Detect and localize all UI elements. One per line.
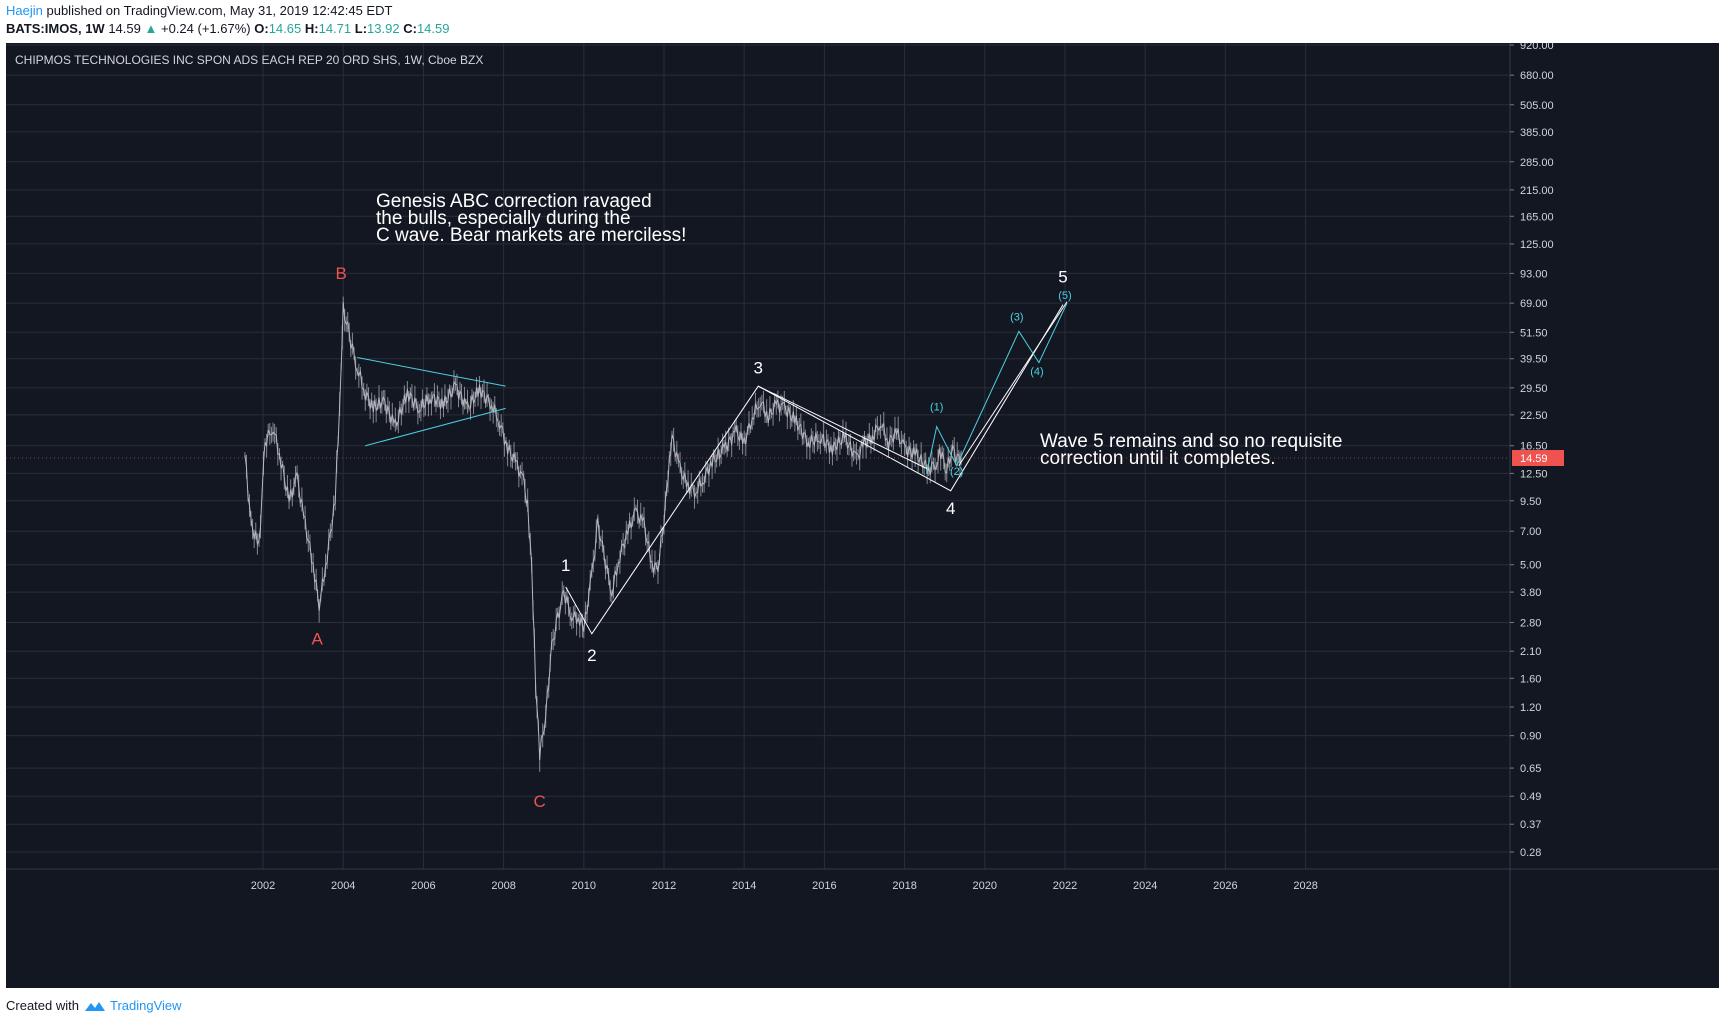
x-tick-label: 2020 — [973, 880, 997, 892]
close-label: C: — [403, 21, 417, 36]
y-tick-label: 0.37 — [1520, 819, 1541, 831]
author-link[interactable]: Haejin — [6, 3, 43, 18]
low-label: L: — [354, 21, 368, 36]
price-change: +0.24 (+1.67%) — [161, 21, 251, 36]
y-tick-label: 285.00 — [1520, 157, 1554, 169]
y-tick-label: 165.00 — [1520, 211, 1554, 223]
wave-label: (1) — [930, 401, 943, 413]
wave-label: (3) — [1010, 311, 1023, 323]
wave-label: B — [336, 264, 347, 283]
wave-label: A — [311, 629, 323, 648]
y-tick-label: 7.00 — [1520, 526, 1541, 538]
x-tick-label: 2014 — [732, 880, 756, 892]
y-tick-label: 385.00 — [1520, 127, 1554, 139]
wave-label: (4) — [1030, 366, 1043, 378]
annotation-line: Wave 5 remains and so no requisite — [1040, 431, 1342, 452]
y-tick-label: 1.20 — [1520, 702, 1541, 714]
publish-info: Haejin published on TradingView.com, May… — [6, 3, 392, 18]
y-tick-label: 215.00 — [1520, 185, 1554, 197]
y-tick-label: 0.49 — [1520, 791, 1541, 803]
chart-background — [6, 43, 1719, 988]
y-tick-label: 29.50 — [1520, 383, 1548, 395]
symbol-label: BATS:IMOS, 1W — [6, 21, 105, 36]
x-tick-label: 2022 — [1053, 880, 1077, 892]
x-tick-label: 2026 — [1213, 880, 1237, 892]
low-value: 13.92 — [367, 21, 400, 36]
y-tick-label: 5.00 — [1520, 560, 1541, 572]
wave-channel-line — [958, 301, 1068, 467]
y-tick-label: 2.10 — [1520, 646, 1541, 658]
chart-title: CHIPMOS TECHNOLOGIES INC SPON ADS EACH R… — [15, 53, 483, 67]
x-tick-label: 2018 — [892, 880, 916, 892]
wave-label: 4 — [946, 499, 955, 518]
up-arrow-icon: ▲ — [144, 21, 158, 36]
y-tick-label: 920.00 — [1520, 43, 1554, 52]
wave-label: C — [534, 792, 546, 811]
y-tick-label: 505.00 — [1520, 100, 1554, 112]
x-tick-label: 2012 — [652, 880, 676, 892]
y-tick-label: 22.50 — [1520, 410, 1548, 422]
y-tick-label: 9.50 — [1520, 496, 1541, 508]
current-price-badge — [1512, 450, 1564, 467]
time-axis[interactable]: 2002 2004 2006 2008 2010 2012 2014 2016 2018 2020… — [6, 868, 1719, 892]
annotation-line: C wave. Bear markets are merciless! — [376, 225, 686, 246]
price-axis[interactable]: 920.00680.00505.00385.00285.00215.00165.… — [6, 43, 1564, 988]
footer: Created with TradingView — [6, 998, 182, 1013]
price-chart[interactable]: A B C 1 2 3 4 5 (1) (2) (3) (4) (5) Genesis ABC corr… — [6, 43, 1719, 988]
x-tick-label: 2002 — [251, 880, 275, 892]
y-tick-label: 2.80 — [1520, 618, 1541, 630]
high-label: H: — [304, 21, 319, 36]
x-tick-label: 2004 — [331, 880, 355, 892]
price-series — [244, 296, 962, 772]
y-tick-label: 0.90 — [1520, 731, 1541, 743]
open-label: O: — [254, 21, 269, 36]
wave-labels: A B C 1 2 3 4 5 (1) (2) (3) (4) (5) — [311, 264, 1071, 811]
y-tick-label: 0.28 — [1520, 847, 1541, 859]
triangle-trendline — [365, 407, 506, 447]
created-with-text: Created with — [6, 998, 79, 1013]
y-tick-label: 3.80 — [1520, 587, 1541, 599]
subwave-path — [926, 302, 1068, 474]
y-tick-label: 93.00 — [1520, 268, 1548, 280]
y-tick-label: 0.65 — [1520, 763, 1541, 775]
wave-label: 3 — [754, 359, 763, 378]
wave-drawings — [357, 301, 1068, 635]
x-tick-label: 2024 — [1133, 880, 1157, 892]
y-tick-label: 51.50 — [1520, 327, 1548, 339]
x-tick-label: 2006 — [411, 880, 435, 892]
wave-label: (2) — [950, 466, 963, 478]
wave-label: 2 — [587, 646, 596, 665]
ohlc-bar: BATS:IMOS, 1W 14.59 ▲ +0.24 (+1.67%) O:1… — [6, 21, 449, 36]
price-line — [244, 302, 962, 761]
last-price: 14.59 — [108, 21, 141, 36]
x-tick-label: 2028 — [1293, 880, 1317, 892]
high-value: 14.71 — [318, 21, 352, 36]
wave-4-trendline — [758, 385, 929, 470]
published-text: published on TradingView.com, May 31, 20… — [46, 3, 393, 18]
grid-lines — [6, 43, 1510, 869]
wave-label: 5 — [1058, 267, 1067, 286]
x-tick-label: 2016 — [812, 880, 836, 892]
tradingview-link[interactable]: TradingView — [109, 998, 182, 1013]
y-tick-label: 16.50 — [1520, 441, 1548, 453]
annotation-line: the bulls, especially during the — [376, 208, 631, 229]
y-tick-label: 680.00 — [1520, 70, 1554, 82]
wave-label: (5) — [1058, 290, 1071, 302]
x-tick-label: 2008 — [491, 880, 515, 892]
x-tick-label: 2010 — [572, 880, 596, 892]
y-tick-label: 1.60 — [1520, 673, 1541, 685]
y-tick-label: 39.50 — [1520, 354, 1548, 366]
tradingview-logo-icon — [84, 1001, 105, 1011]
annotation-line: correction until it completes. — [1040, 448, 1276, 469]
wave-label: 1 — [561, 556, 570, 575]
close-value: 14.59 — [416, 21, 450, 36]
open-value: 14.65 — [268, 21, 302, 36]
y-tick-label: 12.50 — [1520, 468, 1548, 480]
current-price-label: 14.59 — [1520, 453, 1548, 465]
y-tick-label: 125.00 — [1520, 239, 1554, 251]
annotation-line: Genesis ABC correction ravaged — [376, 191, 652, 212]
triangle-trendline — [357, 356, 506, 387]
y-tick-label: 69.00 — [1520, 298, 1548, 310]
